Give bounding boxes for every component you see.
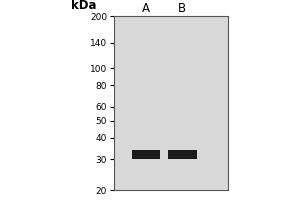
Bar — [132, 150, 160, 159]
Text: kDa: kDa — [71, 0, 97, 12]
Bar — [168, 150, 197, 159]
